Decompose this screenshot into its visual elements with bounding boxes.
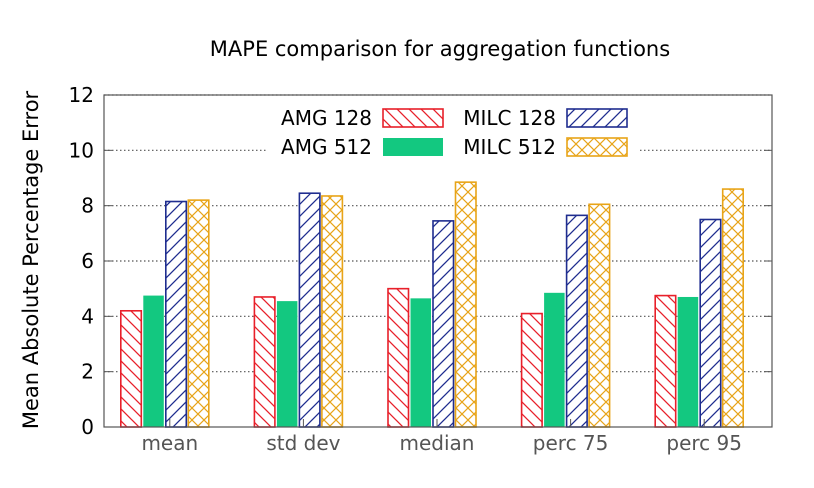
bar-amg-128-mean: [120, 309, 143, 428]
x-tick-label: perc 95: [666, 431, 742, 455]
chart-title: MAPE comparison for aggregation function…: [210, 37, 670, 61]
legend-label: MILC 512: [463, 135, 556, 159]
bar-amg-512-perc-95: [677, 296, 699, 427]
bar-amg-512-median: [410, 298, 431, 427]
bar-amg-128-median: [387, 287, 410, 428]
y-tick-label: 4: [81, 304, 94, 328]
legend: AMG 128 AMG 512 MILC 128 MILC 512: [266, 103, 638, 159]
y-tick-label: 12: [69, 83, 94, 107]
bar-milc-512-perc-75: [588, 203, 611, 428]
x-tick-label: mean: [141, 431, 198, 455]
bar-milc-128-perc-75: [565, 214, 588, 428]
legend-swatch-milc-512: [566, 137, 628, 157]
legend-swatch-milc-128: [566, 108, 628, 128]
bar-amg-512-perc-75: [544, 292, 565, 427]
bar-amg-512-mean: [143, 295, 164, 427]
bar-amg-128-perc-95: [654, 294, 677, 428]
bar-milc-512-perc-95: [721, 188, 745, 428]
x-tick-label: perc 75: [533, 431, 609, 455]
bar-amg-512-std-dev: [276, 301, 298, 427]
y-tick-label: 2: [81, 360, 94, 384]
bars: [120, 181, 745, 428]
x-tick-label: median: [400, 431, 475, 455]
y-tick-label: 10: [69, 138, 94, 162]
bar-amg-128-std-dev: [253, 296, 276, 428]
y-tick-label: 0: [81, 415, 94, 439]
y-tick-label: 6: [81, 249, 94, 273]
bar-milc-128-median: [432, 220, 455, 428]
legend-swatch-amg-128: [382, 108, 444, 128]
bar-milc-128-std-dev: [298, 192, 321, 428]
legend-label: AMG 128: [281, 106, 372, 130]
axes-frame: [103, 94, 773, 428]
y-tick-label: 8: [81, 194, 94, 218]
bar-milc-128-perc-95: [699, 218, 722, 428]
bar-milc-512-mean: [187, 199, 210, 428]
bar-milc-512-median: [454, 181, 477, 428]
y-axis-ticks: 0 2 4 6 8 10 12: [69, 83, 772, 439]
legend-swatch-amg-512: [383, 138, 443, 156]
legend-label: MILC 128: [463, 106, 556, 130]
x-tick-label: std dev: [266, 431, 340, 455]
bar-milc-512-std-dev: [321, 195, 344, 428]
bar-amg-128-perc-75: [520, 312, 543, 428]
y-axis-label: Mean Absolute Percentage Error: [19, 90, 43, 429]
bar-milc-128-mean: [165, 200, 188, 428]
legend-label: AMG 512: [281, 135, 372, 159]
plot-frame: [103, 94, 773, 428]
x-axis-ticks: mean std dev median perc 75 perc 95: [141, 419, 742, 455]
